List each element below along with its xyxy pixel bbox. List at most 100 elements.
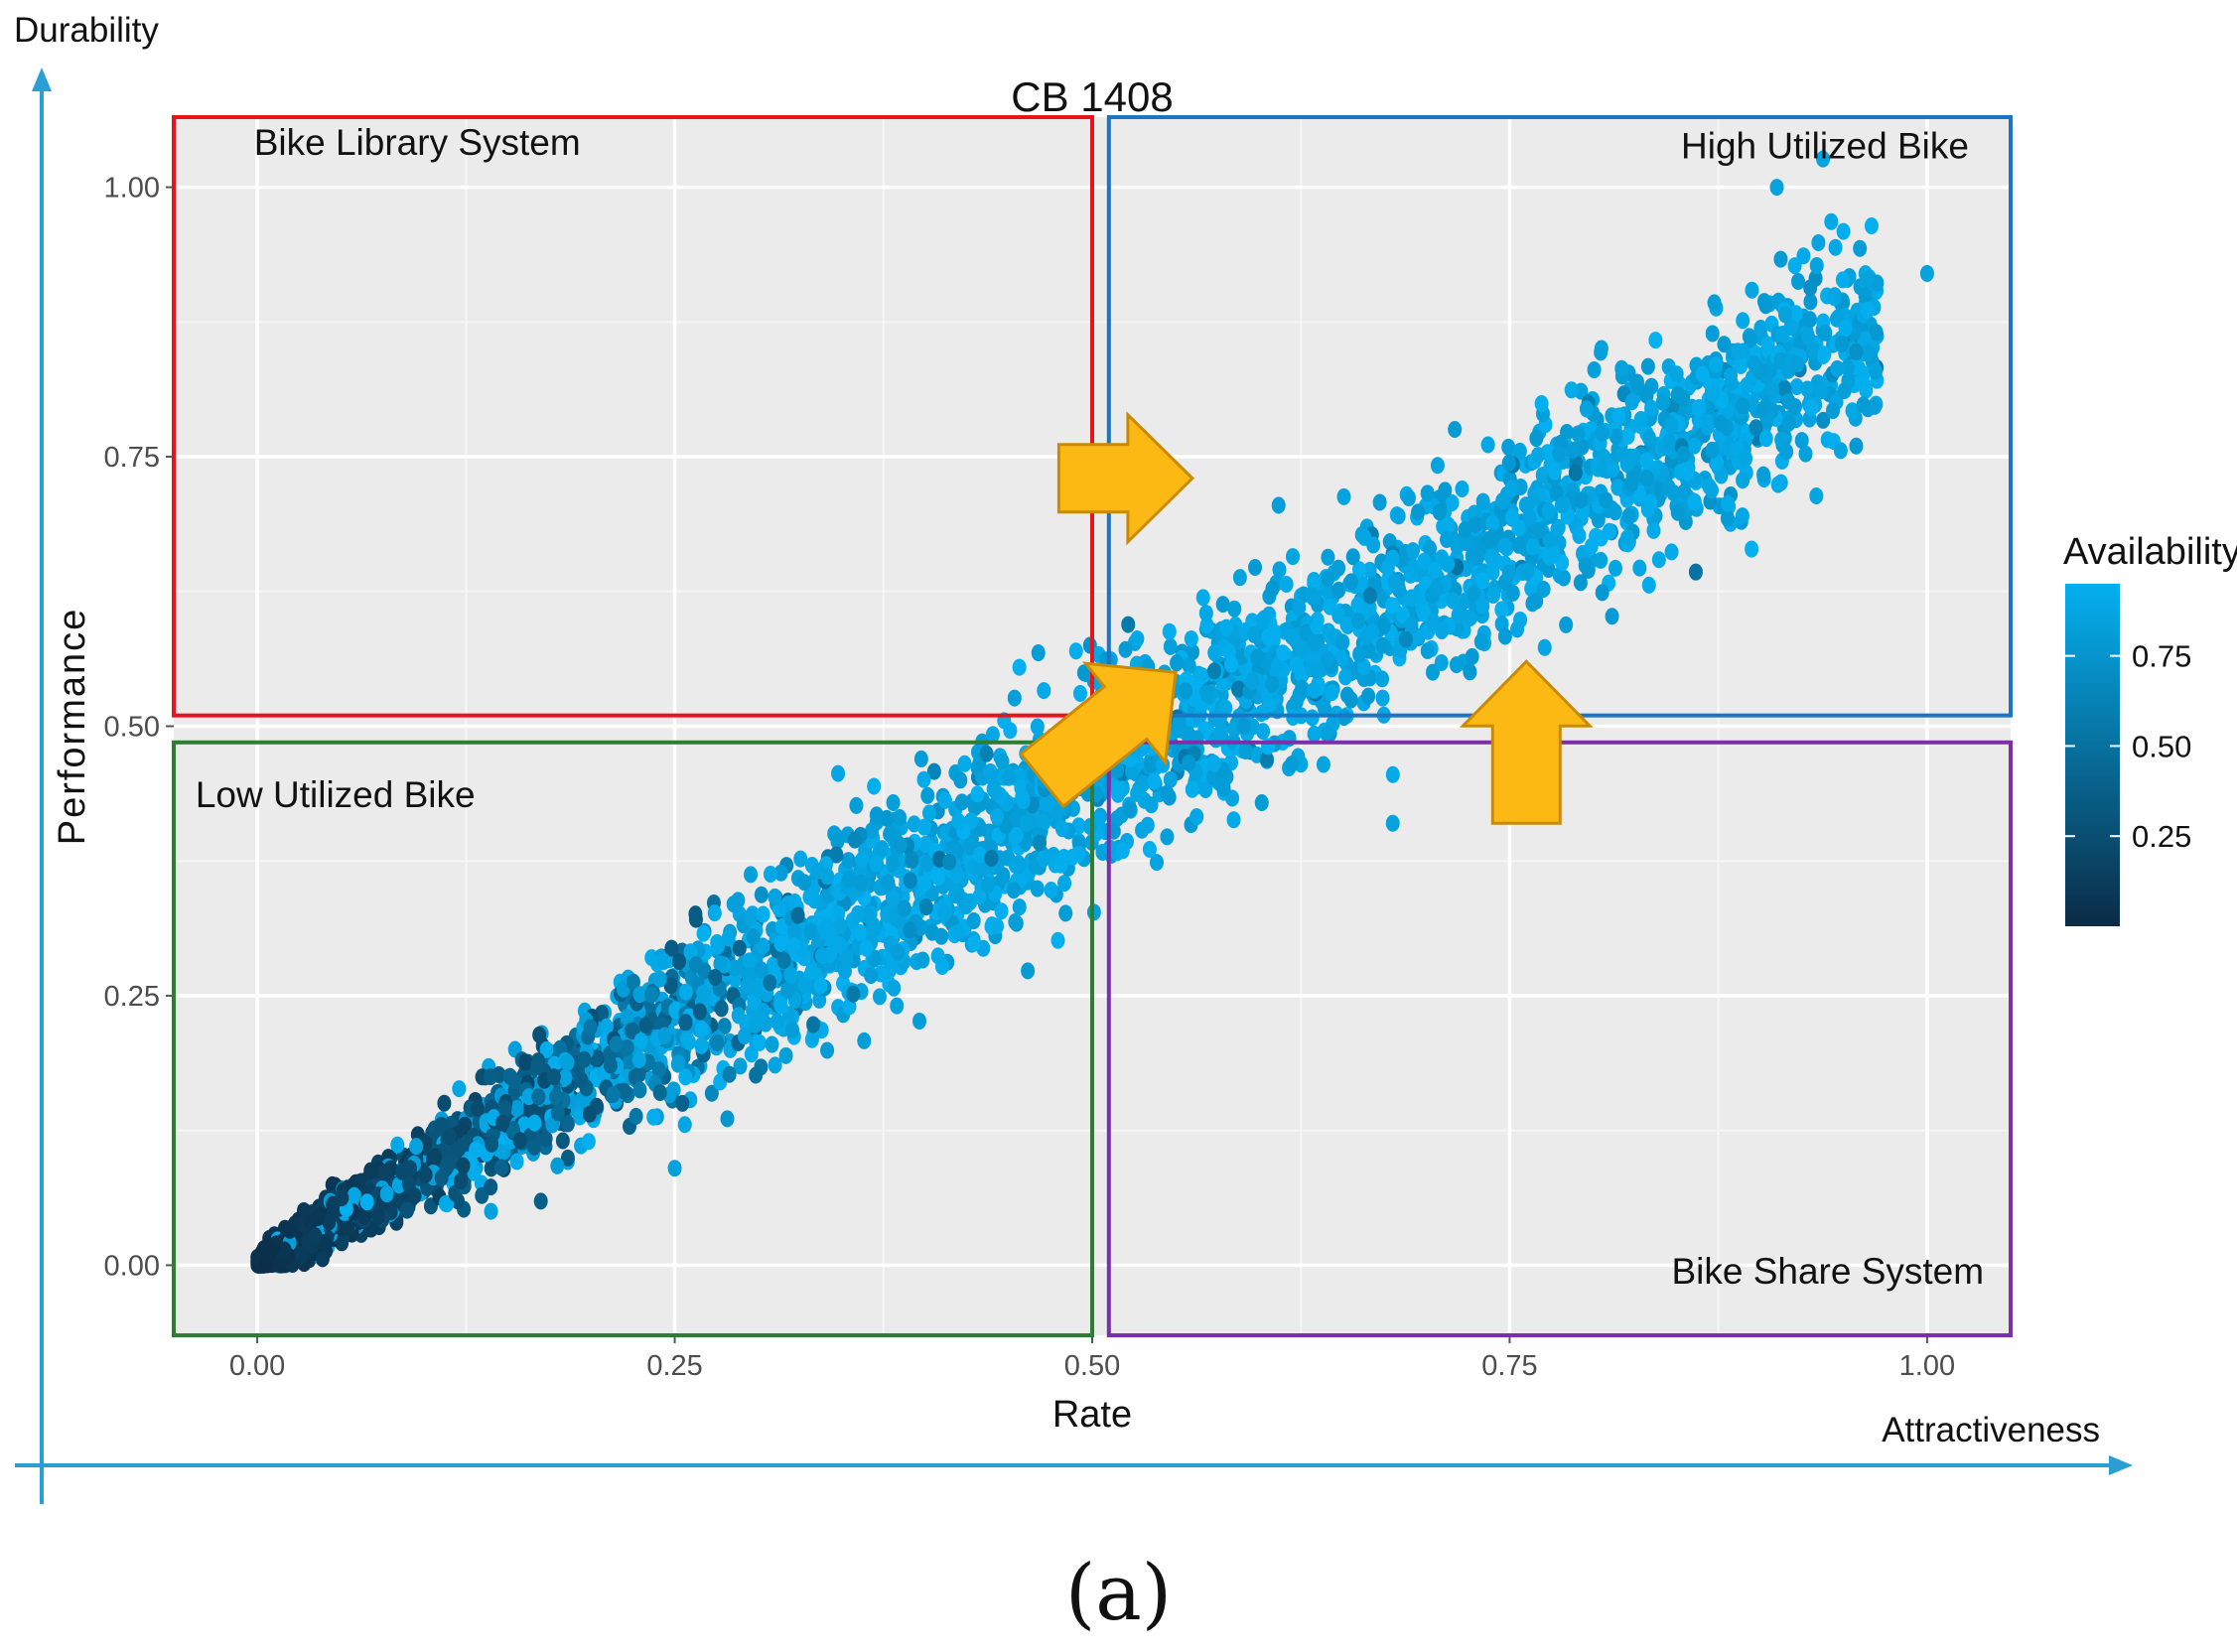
scatter-point	[1430, 457, 1445, 475]
scatter-point	[1825, 402, 1840, 420]
scatter-point	[1720, 494, 1735, 512]
scatter-point	[972, 888, 987, 905]
scatter-point	[359, 1193, 374, 1211]
scatter-point	[1853, 239, 1868, 257]
scatter-point	[1781, 392, 1796, 410]
scatter-point	[930, 947, 945, 965]
scatter-point	[1160, 828, 1175, 846]
scatter-point	[1648, 332, 1663, 349]
scatter-point	[1840, 359, 1855, 377]
scatter-point	[1255, 612, 1270, 629]
scatter-point	[1245, 673, 1260, 691]
scatter-point	[606, 1086, 621, 1104]
scatter-point	[994, 902, 1009, 920]
scatter-point	[1340, 686, 1355, 704]
scatter-point	[1602, 522, 1616, 540]
scatter-point	[1455, 481, 1469, 498]
scatter-point	[1184, 630, 1198, 648]
scatter-point	[1619, 455, 1634, 473]
scatter-point	[1362, 587, 1377, 605]
colorbar-tick-label: 0.75	[2132, 639, 2191, 674]
scatter-point	[966, 912, 981, 930]
outer-y-axis-arrowhead	[32, 68, 52, 91]
scatter-point	[1008, 856, 1023, 874]
scatter-point	[1669, 365, 1684, 383]
scatter-point	[1624, 393, 1639, 411]
scatter-point	[1705, 384, 1720, 402]
scatter-point	[507, 1072, 522, 1090]
scatter-point	[1536, 580, 1551, 598]
scatter-points	[250, 150, 1934, 1274]
scatter-point	[885, 889, 900, 906]
scatter-point	[1837, 382, 1852, 400]
scatter-point	[1485, 563, 1500, 581]
scatter-point	[1361, 687, 1376, 705]
scatter-point	[1440, 531, 1455, 549]
scatter-point	[886, 855, 901, 873]
scatter-point	[1608, 559, 1622, 577]
scatter-point	[1542, 531, 1557, 549]
scatter-point	[1130, 630, 1145, 648]
scatter-point	[1773, 250, 1788, 268]
scatter-point	[1286, 548, 1301, 566]
scatter-point	[1343, 573, 1358, 591]
scatter-point	[1809, 257, 1824, 275]
scatter-point	[1803, 293, 1818, 311]
scatter-point	[881, 874, 896, 892]
scatter-point	[1745, 540, 1759, 558]
scatter-point	[1213, 723, 1228, 741]
scatter-point	[1787, 257, 1802, 275]
y-tick-label: 0.25	[104, 981, 160, 1013]
scatter-point	[512, 1132, 527, 1150]
scatter-point	[733, 1057, 748, 1075]
scatter-point	[972, 846, 987, 864]
scatter-point	[558, 1069, 573, 1087]
scatter-point	[1250, 648, 1265, 666]
scatter-point	[1411, 503, 1426, 521]
scatter-point	[865, 822, 880, 840]
scatter-point	[546, 1068, 561, 1086]
scatter-point	[1532, 521, 1547, 539]
scatter-point	[1331, 559, 1346, 577]
scatter-point	[921, 804, 936, 822]
scatter-point	[356, 1207, 371, 1225]
scatter-point	[1402, 489, 1417, 507]
scatter-point	[950, 923, 965, 941]
scatter-point	[644, 986, 659, 1004]
scatter-point	[1321, 548, 1335, 566]
scatter-point	[1597, 448, 1611, 466]
scatter-point	[394, 1163, 409, 1180]
scatter-point	[1661, 433, 1676, 451]
scatter-point	[1849, 343, 1864, 360]
scatter-point	[688, 905, 703, 923]
scatter-point	[710, 934, 725, 952]
scatter-point	[1387, 573, 1402, 591]
scatter-point	[620, 1009, 634, 1027]
scatter-point	[1579, 400, 1594, 418]
scatter-point	[1219, 619, 1234, 636]
scatter-point	[1830, 359, 1845, 377]
scatter-point	[664, 939, 679, 957]
scatter-point	[1331, 581, 1346, 599]
scatter-point	[1372, 493, 1387, 511]
scatter-point	[581, 1133, 596, 1151]
scatter-point	[1505, 584, 1520, 602]
scatter-point	[786, 937, 801, 955]
scatter-point	[1836, 222, 1851, 240]
scatter-point	[678, 1014, 693, 1032]
scatter-point	[1781, 414, 1796, 432]
scatter-point	[1044, 882, 1058, 899]
scatter-point	[857, 1032, 872, 1049]
scatter-point	[1227, 600, 1242, 618]
scatter-point	[847, 831, 862, 849]
scatter-point	[1320, 650, 1334, 668]
scatter-point	[1355, 575, 1370, 593]
scatter-point	[1501, 564, 1516, 582]
scatter-point	[694, 1036, 709, 1054]
scatter-point	[1236, 717, 1251, 735]
scatter-point	[1205, 767, 1220, 785]
scatter-point	[656, 952, 671, 970]
scatter-point	[1316, 756, 1330, 773]
scatter-point	[1537, 638, 1552, 656]
scatter-point	[1619, 529, 1634, 547]
